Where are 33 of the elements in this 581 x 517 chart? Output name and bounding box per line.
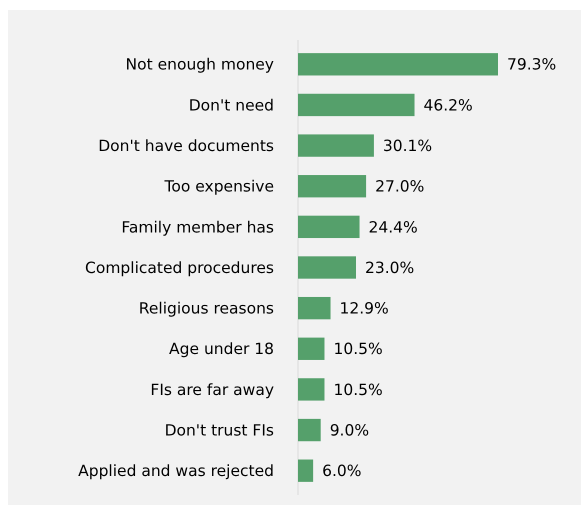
bar xyxy=(298,134,374,157)
bar xyxy=(298,460,314,482)
data-label: 79.3% xyxy=(507,56,556,74)
y-tick-label: Religious reasons xyxy=(138,300,274,318)
bar xyxy=(298,94,415,116)
y-tick-label: Don't trust FIs xyxy=(164,421,274,440)
data-label: 9.0% xyxy=(330,421,370,440)
data-label: 30.1% xyxy=(382,137,432,156)
bar xyxy=(298,378,324,401)
y-tick-label: Family member has xyxy=(121,218,274,236)
y-tick-label: Don't need xyxy=(188,96,274,114)
data-label: 10.5% xyxy=(333,380,383,399)
y-tick-label: Too expensive xyxy=(164,178,274,196)
y-tick-label: Age under 18 xyxy=(169,340,274,358)
y-tick-label: Don't have documents xyxy=(98,137,274,156)
y-tick-label: Not enough money xyxy=(126,56,274,74)
y-tick-label: FIs are far away xyxy=(150,380,274,399)
bar xyxy=(298,256,356,279)
data-label: 23.0% xyxy=(365,258,414,277)
data-label: 46.2% xyxy=(424,96,473,114)
data-label: 24.4% xyxy=(368,218,418,236)
bar xyxy=(298,296,331,320)
bar xyxy=(298,53,498,76)
bar xyxy=(298,216,360,238)
data-label: 12.9% xyxy=(340,300,389,318)
bar xyxy=(298,418,321,442)
y-tick-label: Complicated procedures xyxy=(85,258,274,277)
bar xyxy=(298,338,324,360)
data-label: 10.5% xyxy=(333,340,383,358)
y-tick-label: Applied and was rejected xyxy=(78,462,274,480)
data-label: 6.0% xyxy=(322,462,362,480)
data-label: 27.0% xyxy=(375,178,424,196)
bar xyxy=(298,175,366,198)
